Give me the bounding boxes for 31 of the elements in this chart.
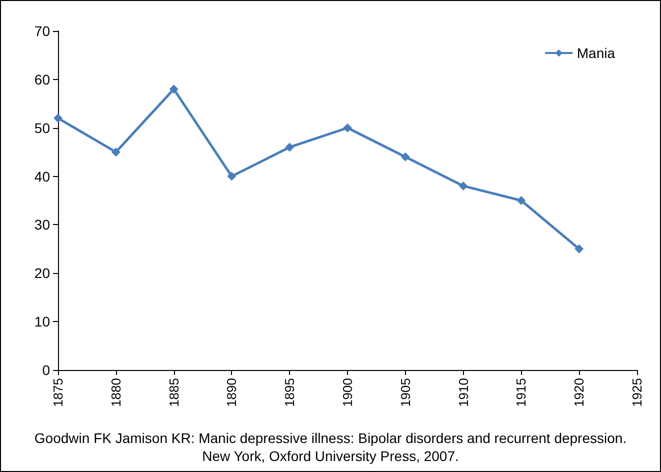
x-tick-label: 1900 (340, 378, 355, 407)
x-tick-label: 1925 (630, 378, 644, 407)
x-tick-label: 1915 (514, 378, 529, 407)
point (54, 114, 62, 123)
y-tick-label: 10 (34, 314, 50, 330)
y-tick-label: 70 (34, 23, 50, 39)
point (343, 123, 352, 132)
x-tick-label: 1880 (108, 378, 124, 407)
y-tick-label: 40 (34, 168, 50, 184)
point (285, 142, 294, 152)
y-tick-label: 50 (34, 120, 50, 136)
x-tick-label: 1890 (224, 378, 240, 407)
y-tick-label: 60 (34, 71, 50, 88)
point (111, 148, 120, 157)
point (516, 196, 526, 205)
text: Goodwin FK Jamison KR: Manic depressive illness: Bipolar disorders and recurrent depression. New York, Oxford University Press, 2007. (33, 429, 628, 465)
point (227, 172, 236, 181)
point (574, 244, 584, 254)
x-tick-label: 1910 (456, 378, 471, 407)
x-tick-label: 1895 (282, 378, 298, 407)
x-tick-label: 1885 (166, 378, 182, 407)
point (458, 181, 468, 190)
y-tick-label: 30 (34, 216, 50, 233)
y-tick-label: 20 (34, 265, 50, 282)
y-tick-label: 0 (42, 362, 50, 378)
legend-label: Mania (576, 45, 616, 61)
x-tick-label: 1920 (572, 378, 587, 407)
point (169, 84, 178, 94)
x-tick-label: 1905 (398, 378, 413, 407)
point (400, 152, 410, 162)
x-tick-label: 1875 (50, 378, 66, 407)
